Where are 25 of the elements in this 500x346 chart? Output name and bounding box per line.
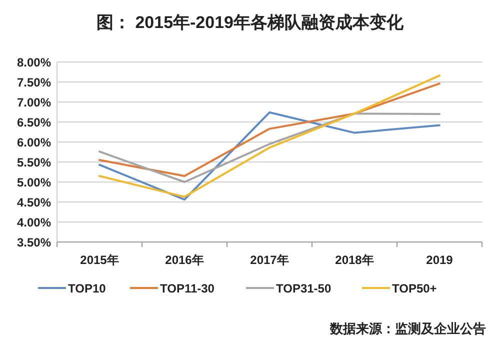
chart-title: 图： 2015年-2019年各梯队融资成本变化 — [96, 13, 405, 32]
legend-label: TOP31-50 — [276, 282, 332, 296]
x-tick-label: 2016年 — [165, 253, 204, 267]
y-tick-label: 6.50% — [16, 116, 52, 130]
y-tick-label: 5.00% — [16, 176, 52, 190]
x-tick-label: 2017年 — [250, 253, 289, 267]
legend-label: TOP50+ — [392, 282, 437, 296]
line-series — [98, 82, 440, 177]
line-series — [98, 112, 440, 183]
y-tick-label: 7.50% — [16, 76, 52, 90]
y-tick-label: 3.50% — [16, 236, 52, 250]
x-tick-label: 2018年 — [335, 253, 374, 267]
legend-label: TOP11-30 — [160, 282, 215, 296]
source-note: 数据来源：监测及企业公告 — [329, 321, 486, 336]
line-series — [98, 111, 440, 201]
x-tick-label: 2019 — [426, 253, 454, 267]
line-series — [98, 74, 440, 198]
y-tick-label: 6.00% — [16, 136, 52, 150]
x-tick-label: 2015年 — [80, 253, 119, 267]
y-tick-label: 4.50% — [16, 196, 52, 210]
y-tick-label: 5.50% — [16, 156, 52, 170]
y-tick-label: 7.00% — [16, 96, 52, 110]
legend-label: TOP10 — [68, 282, 106, 296]
y-tick-label: 4.00% — [16, 216, 52, 230]
y-tick-label: 8.00% — [16, 56, 52, 70]
